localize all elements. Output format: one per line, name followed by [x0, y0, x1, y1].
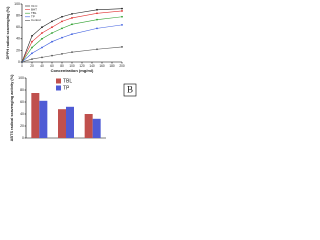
point — [21, 61, 23, 63]
point — [61, 20, 63, 23]
x-tick-label: 60 — [50, 64, 54, 68]
point — [121, 7, 123, 10]
y-tick-label: 80 — [20, 88, 24, 92]
point — [61, 36, 63, 39]
legend-label: TP — [63, 85, 70, 91]
point — [51, 26, 53, 29]
x-tick-label: 40 — [40, 64, 44, 68]
point — [71, 12, 73, 15]
legend-label: TP — [31, 15, 35, 19]
point — [71, 17, 73, 19]
bar — [39, 100, 48, 138]
legend-swatch — [56, 78, 61, 84]
point — [96, 27, 98, 30]
point — [41, 37, 43, 40]
point — [31, 40, 33, 43]
legend-label: Vit C — [31, 4, 38, 8]
legend-label: Control — [31, 18, 41, 22]
point — [61, 52, 63, 55]
point — [31, 46, 33, 49]
y-tick-label: 20 — [20, 124, 24, 128]
point — [31, 52, 33, 55]
y-tick-label: 40 — [20, 112, 24, 116]
point — [41, 56, 43, 59]
bar — [84, 114, 93, 138]
point — [31, 58, 33, 60]
y-tick-label: 100 — [14, 2, 20, 6]
point — [41, 46, 43, 49]
y-tick-label: 0 — [18, 60, 20, 64]
x-tick-label: 100 — [69, 64, 75, 68]
point — [51, 20, 53, 23]
y-tick-label: 100 — [18, 76, 24, 80]
x-tick-label: 20 — [30, 64, 34, 68]
point — [61, 15, 63, 18]
y-tick-label: 60 — [20, 100, 24, 104]
x-tick-label: 140 — [89, 64, 95, 68]
point — [31, 35, 33, 37]
point — [71, 33, 73, 36]
series-line — [21, 10, 123, 63]
x-tick-label: 180 — [109, 64, 115, 68]
point — [51, 32, 53, 34]
y-tick-label: 60 — [16, 25, 20, 29]
point — [41, 26, 43, 29]
point — [71, 23, 73, 26]
point — [71, 51, 73, 54]
point — [51, 40, 53, 43]
point — [121, 10, 123, 12]
y-tick-label: 80 — [16, 14, 20, 18]
bar — [58, 109, 66, 138]
x-tick-label: 200 — [119, 64, 125, 68]
y-tick-label: 0 — [22, 136, 24, 140]
bar — [92, 118, 101, 138]
legend-label: TBL — [31, 11, 37, 15]
bar — [31, 93, 40, 138]
y-tick-label: 40 — [16, 37, 20, 41]
point — [96, 18, 98, 21]
bar — [66, 106, 74, 138]
x-tick-label: 80 — [60, 64, 64, 68]
panel-label: B — [127, 85, 133, 95]
x-axis-label: Concentration (mg/ml) — [51, 68, 94, 73]
point — [96, 12, 98, 15]
panel-frame — [123, 83, 137, 97]
legend-swatch — [56, 85, 61, 91]
point — [121, 15, 123, 18]
series-line — [21, 8, 123, 63]
y-tick-label: 20 — [16, 48, 20, 52]
figure: 0 20 40 60 80 100 DPPH radical scavenging (%) 0… — [6, 2, 137, 141]
y-axis-label: ABTS radical scavenging activity (%) — [10, 74, 14, 141]
legend-label: TBL — [63, 78, 72, 84]
point — [51, 54, 53, 57]
point — [121, 23, 123, 26]
point — [96, 8, 98, 11]
point — [61, 27, 63, 30]
series-line — [21, 16, 123, 63]
y-axis-label: DPPH radical scavenging (%) — [6, 6, 10, 59]
point — [41, 32, 43, 34]
series-line — [21, 46, 123, 63]
x-tick-label: 0 — [21, 64, 23, 68]
x-tick-label: 160 — [99, 64, 105, 68]
series-line — [21, 24, 123, 63]
x-tick-label: 120 — [79, 64, 85, 68]
point — [121, 46, 123, 48]
point — [96, 48, 98, 51]
legend-label: BHT — [31, 7, 37, 11]
